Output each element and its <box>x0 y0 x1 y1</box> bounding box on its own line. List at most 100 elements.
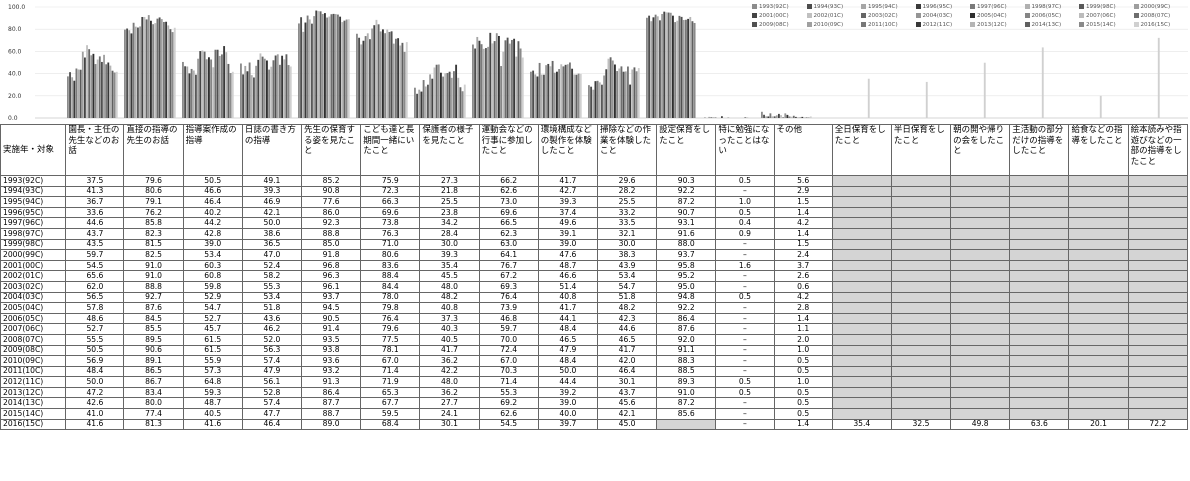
row-label: 2016(15C) <box>0 418 67 431</box>
table-cell <box>890 259 952 272</box>
bar <box>672 15 674 118</box>
bar <box>347 19 350 118</box>
bar <box>223 46 226 118</box>
bar <box>564 64 567 118</box>
table-cell: 65.6 <box>65 270 125 282</box>
table-cell <box>656 418 717 431</box>
bar <box>545 65 548 118</box>
table-cell: 80.0 <box>123 397 184 410</box>
table-cell: 39.1 <box>537 227 598 240</box>
table-cell: 85.2 <box>301 175 362 187</box>
table-cell: 56.1 <box>241 376 303 388</box>
table-cell: 28.4 <box>419 227 480 240</box>
table-cell <box>1009 196 1070 208</box>
table-cell: 92.0 <box>656 333 717 346</box>
bar <box>530 71 532 118</box>
table-cell: 57.4 <box>241 355 303 367</box>
row-label: 1999(98C) <box>0 238 67 251</box>
table-cell: 89.3 <box>656 376 717 388</box>
bar <box>377 24 380 118</box>
bar <box>250 75 253 118</box>
bar <box>596 80 599 118</box>
table-row: 2013(12C) 47.2 83.4 59.3 52.8 86.4 65.3 36.2 55.… <box>0 386 1189 399</box>
table-cell: – <box>715 333 775 346</box>
table-cell: 48.2 <box>596 302 658 314</box>
table-cell: 84.5 <box>123 312 184 325</box>
bar <box>366 33 369 119</box>
table-cell <box>831 344 892 357</box>
table-cell: 81.5 <box>123 238 184 251</box>
table-cell: 30.1 <box>419 418 480 431</box>
table-cell: 32.5 <box>890 418 952 431</box>
table-cell <box>1068 238 1129 251</box>
table-cell: – <box>715 344 775 357</box>
table-cell: 47.9 <box>537 344 598 357</box>
legend-swatch <box>1133 13 1139 18</box>
bar <box>156 18 159 118</box>
legend-label: 2001(00C) <box>759 12 789 19</box>
table-cell <box>1068 408 1129 420</box>
bar <box>231 71 234 118</box>
table-cell: 43.6 <box>241 312 303 325</box>
bar <box>442 76 445 118</box>
bar <box>429 74 432 118</box>
bar <box>659 20 661 118</box>
table-cell: 85.0 <box>301 238 362 251</box>
legend-swatch <box>1133 4 1139 9</box>
bar <box>444 73 447 118</box>
bar <box>199 51 202 118</box>
bar <box>369 39 371 118</box>
table-cell: 52.9 <box>182 291 243 304</box>
table-cell: 0.5 <box>715 175 775 187</box>
table-cell <box>890 238 952 251</box>
bar <box>795 116 797 118</box>
table-cell <box>831 376 892 388</box>
table-row: 2006(05C) 48.6 84.5 52.7 43.6 90.5 76.4 37.3 46.… <box>0 312 1189 325</box>
bar <box>165 21 168 118</box>
row-label: 2003(02C) <box>0 280 67 293</box>
table-cell: 30.0 <box>419 238 480 251</box>
table-cell: 70.3 <box>478 365 539 378</box>
bar <box>532 70 535 118</box>
table-cell: 61.5 <box>182 344 243 357</box>
bar <box>448 71 451 118</box>
bar <box>784 113 787 118</box>
table-cell <box>1009 270 1070 282</box>
bar <box>797 117 799 118</box>
table-cell: 42.1 <box>241 206 303 219</box>
row-label: 2005(04C) <box>0 302 67 314</box>
bar <box>201 50 204 119</box>
bar <box>680 16 683 119</box>
table-cell: – <box>715 323 775 335</box>
table-cell: 3.7 <box>773 259 833 272</box>
legend-item: 2005(04C) <box>970 11 1025 20</box>
table-cell <box>950 333 1011 346</box>
table-cell: 52.7 <box>182 312 243 325</box>
bar <box>674 22 677 119</box>
row-label: 2006(05C) <box>0 312 67 325</box>
table-cell: 33.5 <box>596 217 658 229</box>
table-cell <box>1009 249 1070 261</box>
legend-label: 2000(99C) <box>1140 3 1171 10</box>
table-cell: 41.7 <box>537 175 598 187</box>
table-cell: 48.0 <box>419 376 480 388</box>
bar <box>704 117 706 118</box>
table-cell <box>890 312 952 325</box>
bar <box>579 73 582 118</box>
table-row: 2000(99C) 59.7 82.5 53.4 47.0 91.8 80.6 39.3 64.… <box>0 249 1189 261</box>
table-row: 2001(00C) 54.5 91.0 60.3 52.4 96.8 83.6 35.4 76.… <box>0 259 1189 272</box>
header-item-9: 環境構成などの製作を体験したこと <box>537 124 598 176</box>
table-cell: 91.0 <box>656 386 717 399</box>
bar <box>616 71 619 118</box>
table-cell: 90.7 <box>656 206 717 219</box>
bar <box>395 38 397 118</box>
table-row: 2011(10C) 48.4 86.5 57.3 47.9 93.2 71.4 42.2 70.… <box>0 365 1189 378</box>
table-cell: 87.2 <box>656 397 717 410</box>
bar <box>790 116 793 118</box>
legend-label: 2009(08C) <box>759 21 789 28</box>
table-cell: 49.6 <box>537 217 598 229</box>
table-cell: 88.8 <box>123 280 184 293</box>
y-tick-label: 80.0 <box>8 26 22 33</box>
table-cell: 0.9 <box>715 227 775 240</box>
table-cell: 90.3 <box>656 175 717 187</box>
